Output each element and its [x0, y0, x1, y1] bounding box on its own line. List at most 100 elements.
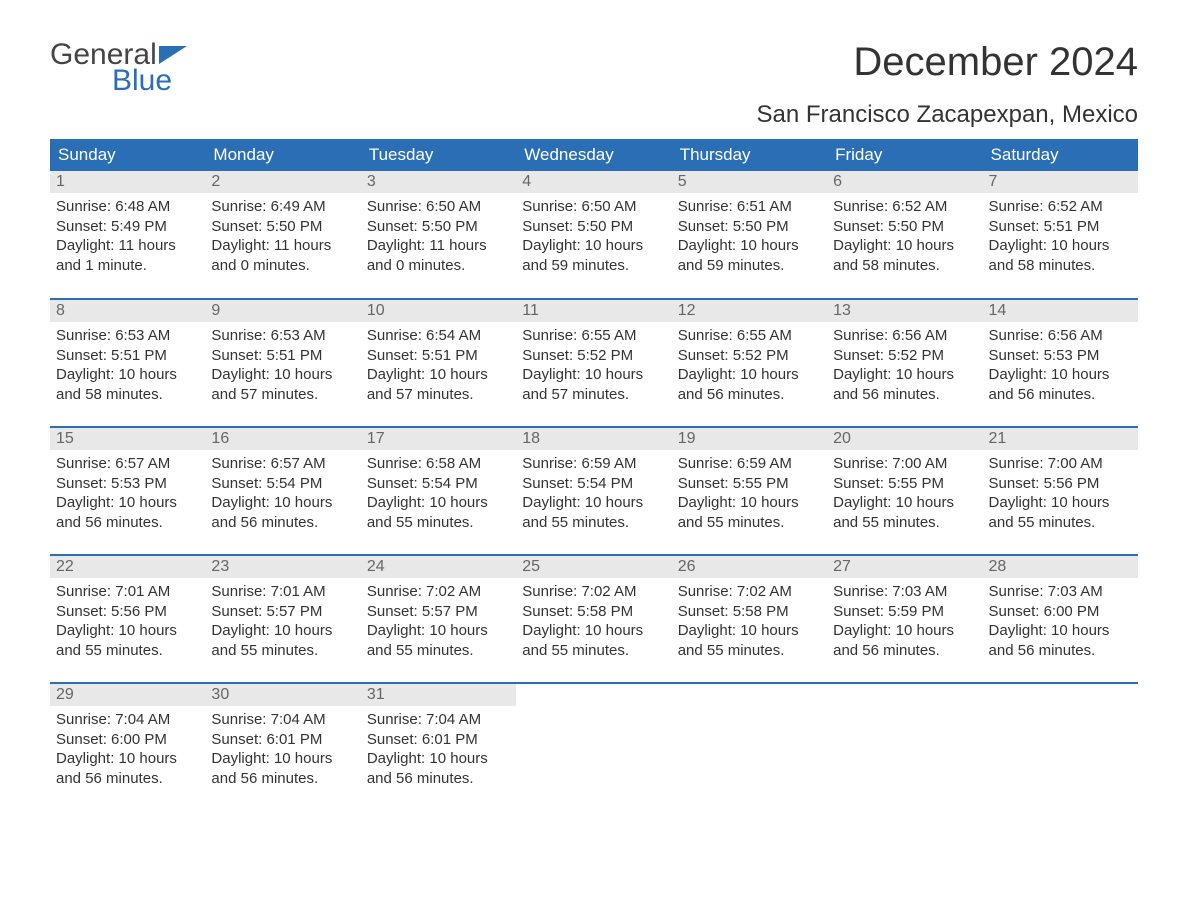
day-number: 27 [827, 556, 982, 578]
day-sunset: Sunset: 6:01 PM [211, 730, 354, 750]
day-sunrise: Sunrise: 7:04 AM [367, 710, 510, 730]
day-number: 24 [361, 556, 516, 578]
day-sunset: Sunset: 5:49 PM [56, 217, 199, 237]
day-sunset: Sunset: 5:55 PM [833, 474, 976, 494]
day-cell: 2Sunrise: 6:49 AMSunset: 5:50 PMDaylight… [205, 171, 360, 299]
day-sunset: Sunset: 5:51 PM [989, 217, 1132, 237]
day-sunset: Sunset: 5:54 PM [211, 474, 354, 494]
day-sunrise: Sunrise: 6:57 AM [211, 454, 354, 474]
day-sunset: Sunset: 5:59 PM [833, 602, 976, 622]
day-sunset: Sunset: 5:57 PM [211, 602, 354, 622]
calendar-body: 1Sunrise: 6:48 AMSunset: 5:49 PMDaylight… [50, 171, 1138, 811]
weekday-header: Wednesday [516, 139, 671, 171]
weekday-header: Monday [205, 139, 360, 171]
day-number: 10 [361, 300, 516, 322]
day-sunrise: Sunrise: 7:00 AM [989, 454, 1132, 474]
day-body: Sunrise: 6:59 AMSunset: 5:54 PMDaylight:… [516, 450, 671, 536]
day-daylight2: and 56 minutes. [211, 513, 354, 533]
day-number: 26 [672, 556, 827, 578]
day-sunrise: Sunrise: 6:52 AM [833, 197, 976, 217]
day-number: 15 [50, 428, 205, 450]
day-cell: 9Sunrise: 6:53 AMSunset: 5:51 PMDaylight… [205, 299, 360, 427]
week-row: 8Sunrise: 6:53 AMSunset: 5:51 PMDaylight… [50, 299, 1138, 427]
day-cell: 11Sunrise: 6:55 AMSunset: 5:52 PMDayligh… [516, 299, 671, 427]
day-number: 28 [983, 556, 1138, 578]
day-daylight2: and 55 minutes. [833, 513, 976, 533]
day-sunset: Sunset: 5:50 PM [211, 217, 354, 237]
day-body: Sunrise: 6:58 AMSunset: 5:54 PMDaylight:… [361, 450, 516, 536]
day-daylight2: and 59 minutes. [522, 256, 665, 276]
day-number: 9 [205, 300, 360, 322]
day-sunrise: Sunrise: 7:00 AM [833, 454, 976, 474]
day-sunrise: Sunrise: 6:50 AM [522, 197, 665, 217]
day-cell: 12Sunrise: 6:55 AMSunset: 5:52 PMDayligh… [672, 299, 827, 427]
day-sunset: Sunset: 5:58 PM [678, 602, 821, 622]
day-body: Sunrise: 7:02 AMSunset: 5:58 PMDaylight:… [672, 578, 827, 664]
day-number: 3 [361, 171, 516, 193]
day-daylight1: Daylight: 11 hours [56, 236, 199, 256]
calendar-table: Sunday Monday Tuesday Wednesday Thursday… [50, 139, 1138, 811]
day-daylight2: and 56 minutes. [833, 641, 976, 661]
day-cell: 4Sunrise: 6:50 AMSunset: 5:50 PMDaylight… [516, 171, 671, 299]
day-number: 4 [516, 171, 671, 193]
location: San Francisco Zacapexpan, Mexico [756, 101, 1138, 129]
day-cell: 20Sunrise: 7:00 AMSunset: 5:55 PMDayligh… [827, 427, 982, 555]
day-daylight2: and 55 minutes. [522, 513, 665, 533]
day-daylight1: Daylight: 10 hours [678, 493, 821, 513]
day-daylight2: and 56 minutes. [989, 641, 1132, 661]
day-body: Sunrise: 7:03 AMSunset: 6:00 PMDaylight:… [983, 578, 1138, 664]
day-body: Sunrise: 6:59 AMSunset: 5:55 PMDaylight:… [672, 450, 827, 536]
day-sunset: Sunset: 5:58 PM [522, 602, 665, 622]
day-cell: 16 Sunrise: 6:57 AMSunset: 5:54 PMDayligh… [205, 427, 360, 555]
day-sunrise: Sunrise: 6:49 AM [211, 197, 354, 217]
day-daylight2: and 55 minutes. [989, 513, 1132, 533]
day-sunrise: Sunrise: 6:51 AM [678, 197, 821, 217]
day-number: 1 [50, 171, 205, 193]
day-body: Sunrise: 6:50 AMSunset: 5:50 PMDaylight:… [516, 193, 671, 279]
weekday-header: Saturday [983, 139, 1138, 171]
day-number: 14 [983, 300, 1138, 322]
day-sunrise: Sunrise: 6:58 AM [367, 454, 510, 474]
day-daylight2: and 55 minutes. [678, 513, 821, 533]
day-number: 16 [205, 428, 360, 450]
day-number: 17 [361, 428, 516, 450]
day-sunrise: Sunrise: 6:55 AM [522, 326, 665, 346]
day-cell [983, 683, 1138, 811]
day-sunset: Sunset: 5:57 PM [367, 602, 510, 622]
day-daylight1: Daylight: 10 hours [522, 236, 665, 256]
day-cell [516, 683, 671, 811]
day-number: 23 [205, 556, 360, 578]
day-sunset: Sunset: 5:56 PM [989, 474, 1132, 494]
day-sunrise: Sunrise: 6:55 AM [678, 326, 821, 346]
day-sunset: Sunset: 5:51 PM [56, 346, 199, 366]
day-sunset: Sunset: 5:50 PM [833, 217, 976, 237]
day-body: Sunrise: 6:52 AMSunset: 5:51 PMDaylight:… [983, 193, 1138, 279]
day-sunset: Sunset: 5:51 PM [367, 346, 510, 366]
day-sunrise: Sunrise: 7:02 AM [522, 582, 665, 602]
day-body: Sunrise: 6:56 AMSunset: 5:53 PMDaylight:… [983, 322, 1138, 408]
day-daylight2: and 55 minutes. [367, 641, 510, 661]
day-daylight2: and 56 minutes. [367, 769, 510, 789]
day-daylight2: and 0 minutes. [211, 256, 354, 276]
day-number: 29 [50, 684, 205, 706]
day-daylight1: Daylight: 10 hours [211, 365, 354, 385]
weekday-header-row: Sunday Monday Tuesday Wednesday Thursday… [50, 139, 1138, 171]
day-sunrise: Sunrise: 6:50 AM [367, 197, 510, 217]
day-daylight1: Daylight: 10 hours [211, 749, 354, 769]
day-daylight1: Daylight: 10 hours [56, 493, 199, 513]
day-daylight1: Daylight: 10 hours [833, 365, 976, 385]
day-daylight1: Daylight: 10 hours [56, 365, 199, 385]
day-cell: 30Sunrise: 7:04 AMSunset: 6:01 PMDayligh… [205, 683, 360, 811]
week-row: 22Sunrise: 7:01 AMSunset: 5:56 PMDayligh… [50, 555, 1138, 683]
day-daylight1: Daylight: 10 hours [833, 236, 976, 256]
day-daylight1: Daylight: 10 hours [211, 493, 354, 513]
day-sunrise: Sunrise: 7:03 AM [989, 582, 1132, 602]
day-daylight2: and 58 minutes. [989, 256, 1132, 276]
day-sunset: Sunset: 5:56 PM [56, 602, 199, 622]
day-daylight1: Daylight: 10 hours [522, 621, 665, 641]
day-daylight1: Daylight: 11 hours [211, 236, 354, 256]
day-daylight1: Daylight: 10 hours [989, 493, 1132, 513]
day-daylight1: Daylight: 10 hours [211, 621, 354, 641]
day-cell: 5Sunrise: 6:51 AMSunset: 5:50 PMDaylight… [672, 171, 827, 299]
day-daylight2: and 55 minutes. [522, 641, 665, 661]
